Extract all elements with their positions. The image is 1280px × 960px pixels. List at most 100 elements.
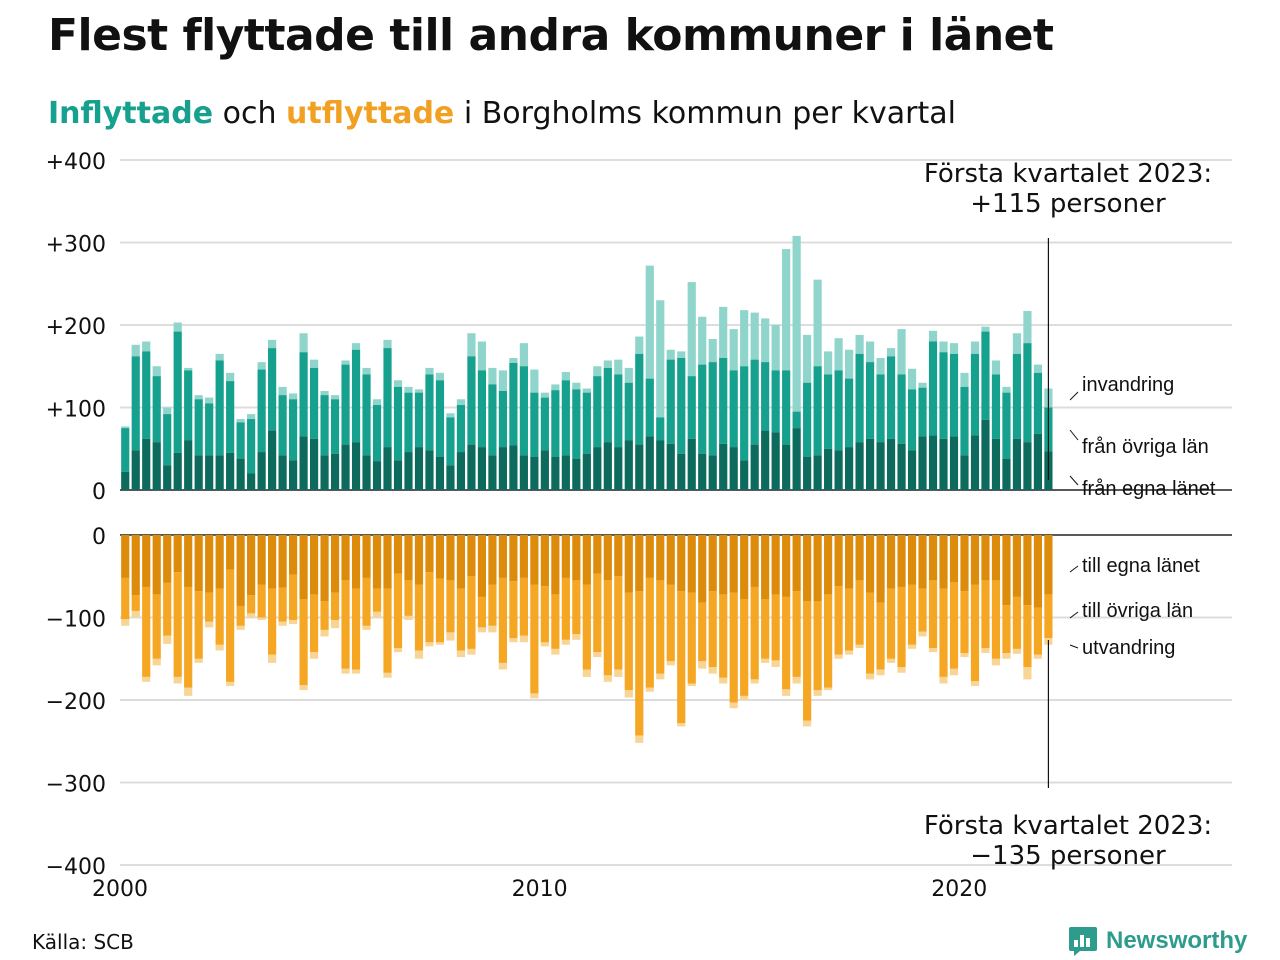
bar-outflow-emigration (1023, 667, 1032, 680)
bar-inflow-other-county (257, 369, 266, 453)
bar-outflow-other-county (488, 584, 497, 626)
bar-inflow-own-county (341, 444, 350, 490)
bar-inflow-other-county (803, 382, 812, 457)
bar-outflow-emigration (624, 690, 633, 698)
bar-outflow-emigration (918, 631, 927, 637)
bar-outflow-other-county (299, 599, 308, 686)
bar-inflow-own-county (184, 440, 193, 490)
subtitle-inflow-word: Inflyttade (48, 96, 214, 131)
bar-inflow-other-county (530, 392, 539, 457)
bar-outflow-emigration (467, 648, 476, 655)
bar-outflow-own-county (1023, 535, 1032, 606)
label-invandring: invandring (1082, 374, 1174, 396)
bar-outflow-emigration (446, 632, 455, 641)
bar-outflow-emigration (320, 629, 329, 637)
bar-inflow-own-county (257, 452, 266, 490)
bar-inflow-immigration (477, 341, 487, 371)
bar-outflow-emigration (1012, 648, 1022, 654)
bar-outflow-own-county (142, 535, 151, 587)
bar-outflow-other-county (467, 576, 476, 649)
bar-outflow-emigration (498, 662, 507, 670)
bar-inflow-immigration (855, 334, 864, 354)
bar-inflow-immigration (163, 407, 172, 415)
bar-outflow-other-county (991, 580, 1001, 659)
bar-outflow-own-county (551, 535, 560, 595)
y-tick-label: +400 (46, 150, 106, 175)
bar-inflow-own-county (918, 436, 927, 490)
bar-outflow-own-county (813, 535, 822, 601)
bar-outflow-emigration (740, 695, 749, 700)
bar-inflow-other-county (341, 364, 350, 445)
bar-outflow-emigration (865, 673, 875, 680)
bar-inflow-own-county (456, 452, 466, 490)
bar-inflow-other-county (215, 360, 224, 456)
bar-inflow-immigration (750, 312, 759, 360)
bar-inflow-immigration (645, 265, 654, 379)
bar-outflow-other-county (131, 595, 140, 611)
bar-outflow-own-county (488, 535, 497, 585)
bar-outflow-own-county (708, 535, 717, 592)
bar-outflow-emigration (970, 681, 980, 686)
bar-outflow-own-county (1012, 535, 1022, 597)
bar-inflow-own-county (729, 447, 738, 490)
bar-outflow-own-county (792, 535, 801, 592)
bar-outflow-other-county (121, 577, 130, 620)
bar-outflow-emigration (299, 685, 308, 691)
bar-outflow-own-county (1033, 535, 1043, 608)
bar-outflow-emigration (782, 689, 791, 696)
bar-inflow-other-county (792, 411, 801, 429)
bar-inflow-other-county (750, 359, 759, 445)
bar-inflow-immigration (907, 368, 917, 390)
label-utvandring: utvandring (1082, 637, 1175, 659)
bar-inflow-immigration (467, 333, 476, 357)
bar-inflow-other-county (330, 399, 340, 454)
bar-outflow-own-county (855, 535, 864, 581)
bar-outflow-own-county (876, 535, 885, 603)
bar-outflow-other-county (813, 601, 822, 691)
brand-name: Newsworthy (1106, 927, 1248, 954)
bar-outflow-own-county (226, 535, 235, 570)
bar-inflow-other-county (928, 341, 938, 436)
bar-inflow-other-county (582, 392, 591, 454)
bar-outflow-own-county (257, 535, 266, 585)
bar-outflow-own-county (740, 535, 749, 600)
bar-outflow-other-county (656, 580, 665, 674)
bar-outflow-emigration (362, 625, 371, 630)
bar-outflow-own-county (383, 535, 392, 589)
bar-outflow-other-county (624, 592, 633, 691)
bar-outflow-other-county (530, 584, 539, 694)
bar-outflow-other-county (886, 588, 896, 659)
bar-outflow-other-county (939, 588, 948, 677)
bar-inflow-immigration (792, 235, 801, 412)
bar-inflow-own-county (939, 438, 948, 490)
bar-inflow-own-county (865, 438, 875, 490)
bar-outflow-other-county (949, 582, 959, 669)
bar-inflow-own-county (698, 453, 707, 490)
bar-inflow-immigration (540, 392, 549, 398)
bar-inflow-other-county (236, 422, 245, 459)
bar-outflow-own-county (330, 535, 340, 593)
bar-outflow-own-county (173, 535, 182, 573)
bar-inflow-immigration (918, 382, 927, 388)
bar-outflow-other-county (876, 602, 885, 670)
bar-outflow-other-county (582, 584, 591, 670)
bar-outflow-other-county (1012, 596, 1022, 649)
brand-logo[interactable]: Newsworthy (1068, 924, 1247, 958)
bar-inflow-own-county (498, 447, 507, 490)
bar-outflow-own-county (771, 535, 780, 595)
bar-inflow-immigration (981, 326, 990, 332)
source-note: Källa: SCB (32, 930, 134, 954)
bar-outflow-own-county (540, 535, 549, 587)
bar-inflow-immigration (687, 282, 696, 377)
bar-inflow-other-county (708, 362, 717, 456)
bar-outflow-emigration (771, 660, 780, 667)
subtitle-mid-word: och (222, 96, 277, 131)
bar-inflow-own-county (1012, 438, 1022, 490)
bar-inflow-immigration (593, 366, 602, 377)
bar-outflow-emigration (907, 644, 917, 649)
label-till-egna-lanet-leader (1069, 565, 1079, 573)
bar-inflow-other-county (121, 428, 130, 472)
bar-inflow-other-county (939, 352, 948, 439)
bar-inflow-immigration (572, 382, 581, 390)
